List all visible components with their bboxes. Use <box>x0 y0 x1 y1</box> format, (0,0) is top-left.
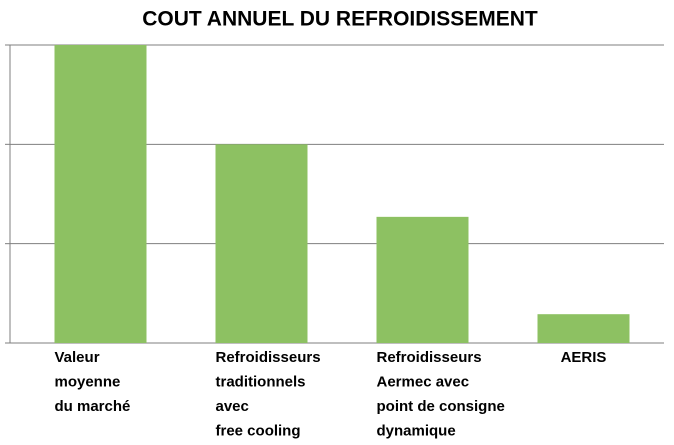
x-tick-label: Refroidisseurs <box>216 349 321 366</box>
chart-title: COUT ANNUEL DU REFROIDISSEMENT <box>142 8 538 31</box>
x-tick-label: free cooling <box>216 422 301 439</box>
x-tick-label: dynamique <box>377 422 456 439</box>
x-tick-label: du marché <box>55 398 131 415</box>
bar <box>215 144 308 343</box>
bar <box>54 45 147 343</box>
bar <box>376 216 469 343</box>
x-tick-label: AERIS <box>561 349 607 366</box>
x-tick-label: traditionnels <box>216 373 306 390</box>
x-tick-label: Aermec avec <box>377 373 470 390</box>
x-tick-label: moyenne <box>55 373 121 390</box>
x-tick-label: avec <box>216 398 249 415</box>
x-tick-label: point de consigne <box>377 398 505 415</box>
bar <box>537 314 630 343</box>
x-tick-label: Valeur <box>55 349 100 366</box>
x-tick-label: Refroidisseurs <box>377 349 482 366</box>
